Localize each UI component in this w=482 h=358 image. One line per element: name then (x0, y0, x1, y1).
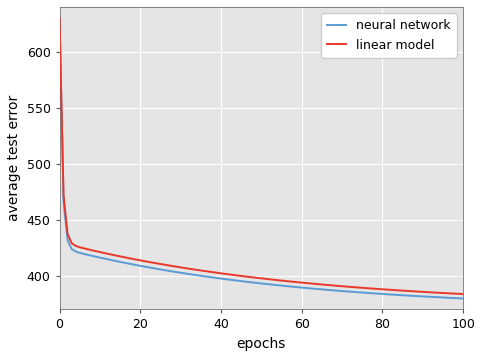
linear model (339, 284, 345, 289)
neural network (299, 285, 305, 290)
neural network (339, 289, 345, 293)
linear model (359, 286, 365, 290)
neural network (359, 290, 365, 295)
linear model (57, 16, 63, 20)
linear model (460, 292, 466, 296)
linear model (85, 247, 91, 251)
linear model (158, 262, 163, 266)
X-axis label: epochs: epochs (237, 337, 286, 351)
Y-axis label: average test error: average test error (7, 95, 21, 221)
Line: linear model: linear model (60, 18, 463, 294)
neural network (460, 296, 466, 301)
neural network (242, 280, 248, 284)
neural network (158, 267, 163, 272)
neural network (85, 253, 91, 257)
Legend: neural network, linear model: neural network, linear model (321, 13, 457, 58)
neural network (57, 16, 63, 20)
linear model (242, 274, 248, 279)
linear model (299, 280, 305, 285)
Line: neural network: neural network (60, 18, 463, 299)
